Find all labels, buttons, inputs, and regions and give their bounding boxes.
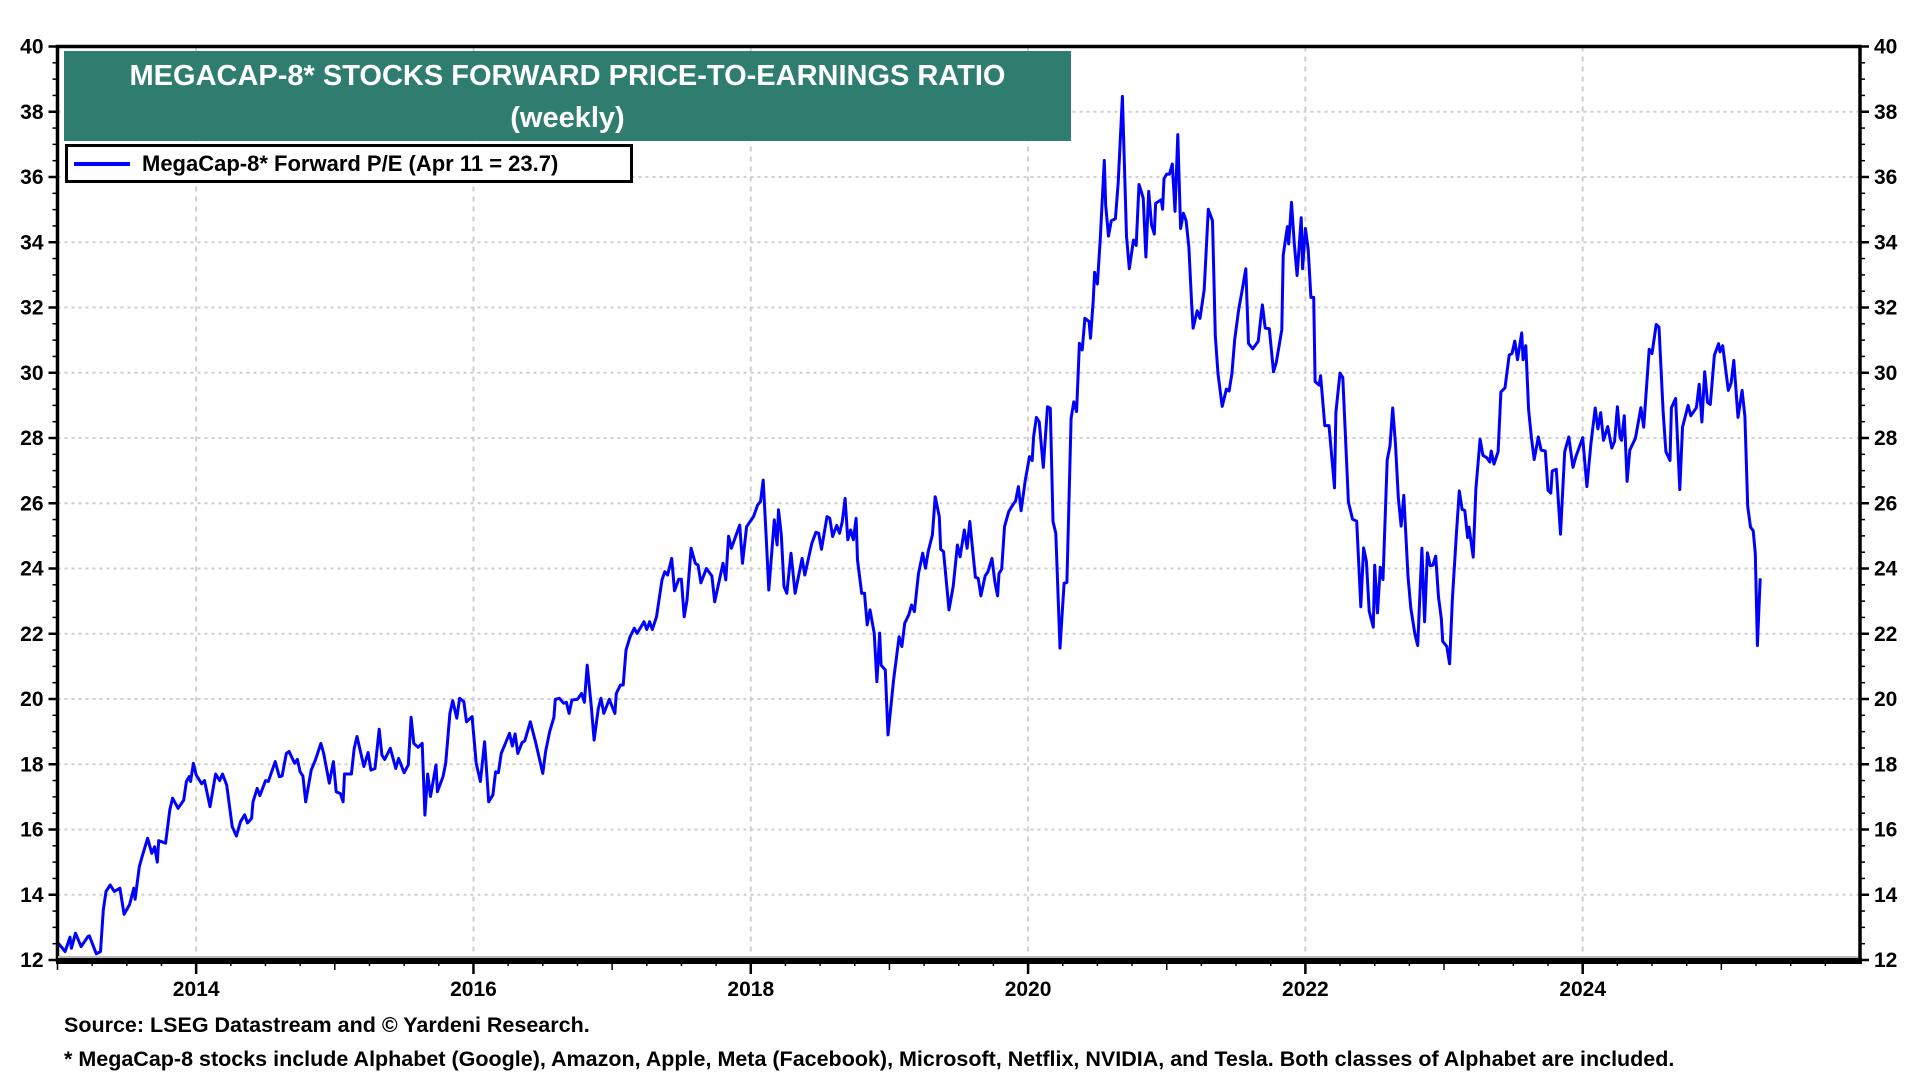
legend: MegaCap-8* Forward P/E (Apr 11 = 23.7) (65, 144, 633, 183)
y-tick-label-left: 26 (20, 492, 43, 515)
y-tick-label-right: 22 (1874, 623, 1897, 646)
y-tick-label-left: 30 (20, 362, 43, 385)
gridlines (57, 46, 1860, 960)
y-tick-label-left: 32 (20, 297, 43, 320)
y-tick-label-right: 14 (1874, 884, 1898, 907)
y-tick-label-right: 16 (1874, 819, 1897, 842)
x-tick-label: 2014 (173, 978, 220, 1001)
chart-subtitle: (weekly) (510, 102, 625, 134)
y-tick-label-right: 20 (1874, 688, 1897, 711)
x-tick-label: 2018 (727, 978, 774, 1001)
y-tick-label-left: 12 (20, 949, 43, 972)
footnote: * MegaCap-8 stocks include Alphabet (Goo… (64, 1047, 1675, 1071)
y-tick-label-right: 18 (1874, 753, 1898, 776)
y-tick-label-right: 24 (1874, 558, 1898, 581)
y-tick-label-left: 28 (20, 427, 44, 450)
x-tick-label: 2020 (1005, 978, 1052, 1001)
y-tick-label-left: 40 (20, 36, 43, 59)
x-tick-label: 2024 (1559, 978, 1606, 1001)
y-tick-label-right: 34 (1874, 231, 1898, 254)
y-tick-label-right: 36 (1874, 166, 1897, 189)
y-tick-label-left: 36 (20, 166, 43, 189)
series-line-megacap8-forward-pe (57, 94, 1762, 956)
y-tick-label-left: 20 (20, 688, 43, 711)
y-tick-label-right: 38 (1874, 101, 1898, 124)
y-tick-label-right: 32 (1874, 297, 1897, 320)
y-tick-label-right: 12 (1874, 949, 1897, 972)
y-tick-label-right: 26 (1874, 492, 1897, 515)
source-note: Source: LSEG Datastream and © Yardeni Re… (64, 1013, 590, 1037)
y-tick-label-left: 24 (20, 558, 44, 581)
plot-frame (55, 44, 1862, 962)
y-tick-label-left: 16 (20, 819, 43, 842)
x-tick-label: 2016 (450, 978, 497, 1001)
y-tick-label-right: 30 (1874, 362, 1897, 385)
y-tick-label-left: 22 (20, 623, 43, 646)
y-tick-label-left: 38 (20, 101, 44, 124)
chart-title: MEGACAP-8* STOCKS FORWARD PRICE-TO-EARNI… (129, 60, 1006, 92)
x-tick-label: 2022 (1282, 978, 1329, 1001)
y-tick-label-left: 14 (20, 884, 44, 907)
legend-label: MegaCap-8* Forward P/E (Apr 11 = 23.7) (142, 150, 559, 176)
legend-swatch (74, 161, 130, 166)
y-tick-label-left: 34 (20, 231, 44, 254)
y-tick-label-left: 18 (20, 753, 44, 776)
axis-ticks (48, 45, 1869, 974)
y-tick-label-right: 40 (1874, 36, 1897, 59)
chart-title-box: MEGACAP-8* STOCKS FORWARD PRICE-TO-EARNI… (64, 51, 1071, 141)
y-tick-label-right: 28 (1874, 427, 1898, 450)
